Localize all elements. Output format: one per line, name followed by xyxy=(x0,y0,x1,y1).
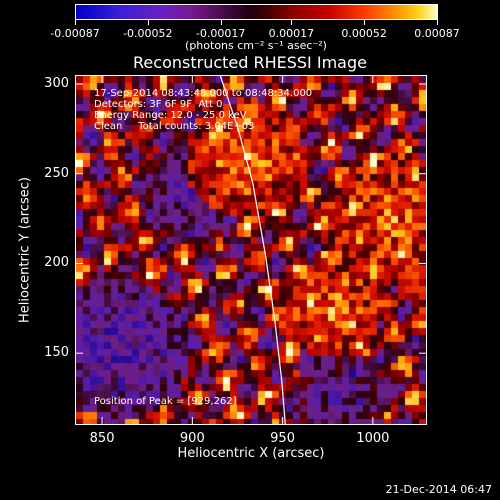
plot-area: 17-Sep-2014 08:43:48.000 to 08:48:34.000… xyxy=(75,75,427,425)
colorbar-tick-label: 0.00017 xyxy=(268,27,315,40)
timestamp: 21-Dec-2014 06:47 xyxy=(385,483,492,496)
colorbar-tick xyxy=(291,20,293,25)
x-axis-label: Heliocentric X (arcsec) xyxy=(177,446,325,461)
x-tick-label: 950 xyxy=(270,431,295,446)
colorbar-tick-label: -0.00017 xyxy=(195,27,246,40)
rhessi-heatmap xyxy=(76,76,426,424)
colorbar-tick-label: 0.00052 xyxy=(341,27,387,40)
solar-limb-overlay xyxy=(219,76,286,424)
x-tick-label: 900 xyxy=(179,431,205,446)
colorbar-tick xyxy=(147,20,149,25)
colorbar-tick-label: -0.00087 xyxy=(50,27,100,40)
y-tick-label: 250 xyxy=(44,165,69,181)
y-tick-label: 150 xyxy=(44,345,69,361)
y-tick-label: 200 xyxy=(44,255,69,271)
solar-limb-line xyxy=(219,76,286,424)
x-tick-label: 1000 xyxy=(356,431,390,446)
colorbar-units: (photons cm⁻² s⁻¹ asec⁻²) xyxy=(185,39,327,52)
x-tick-label: 850 xyxy=(89,431,115,446)
colorbar-tick xyxy=(75,20,76,25)
info-time-range: 17-Sep-2014 08:43:48.000 to 08:48:34.000 xyxy=(94,88,313,99)
colorbar-tick-label: 0.00087 xyxy=(414,27,460,40)
colorbar-ticks xyxy=(75,20,438,26)
colorbar-tick xyxy=(364,20,366,25)
colorbar-tick xyxy=(220,20,222,25)
colorbar-tick-label: -0.00052 xyxy=(123,27,173,40)
colorbar xyxy=(75,4,438,20)
peak-position-label: Position of Peak = [929,262] xyxy=(94,396,237,407)
info-detectors: Detectors: 3F 6F 9F Att 0 xyxy=(94,99,223,110)
info-total-counts: Clean Total counts: 3.04E+03 xyxy=(94,121,255,132)
colorbar-tick xyxy=(437,20,438,25)
y-tick-label: 300 xyxy=(44,75,69,91)
image-title: Reconstructed RHESSI Image xyxy=(133,53,367,72)
info-energy-range: Energy Range: 12.0 - 25.0 keV xyxy=(94,110,247,121)
